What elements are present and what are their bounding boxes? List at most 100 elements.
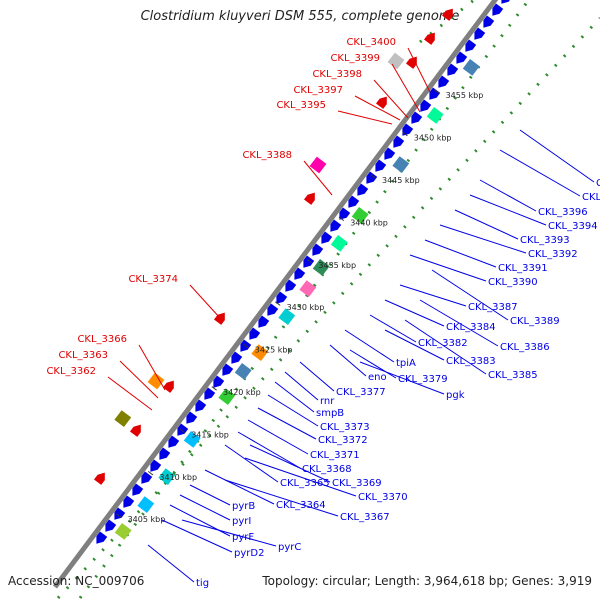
gene-category-block — [351, 206, 369, 224]
leader-line-forward — [189, 284, 221, 319]
gene-label-reverse: CKL_3393 — [520, 235, 570, 246]
tick-label: 3420 kbp — [223, 388, 261, 397]
gene-label-reverse: CKL_3365 — [280, 478, 330, 489]
leader-line-reverse — [179, 494, 231, 521]
gene-label-reverse: CKL_3370 — [358, 492, 408, 503]
leader-line-reverse — [399, 284, 467, 307]
reverse-gene-arrow — [231, 351, 243, 364]
tick-mark — [179, 428, 186, 434]
leader-line-reverse — [431, 269, 509, 321]
reverse-gene-arrow — [276, 291, 288, 304]
leader-line-reverse — [349, 349, 397, 379]
genome-summary-text: Topology: circular; Length: 3,964,618 bp… — [262, 574, 592, 588]
gene-label-reverse: CKL_3379 — [398, 374, 448, 385]
forward-gene-arrow — [214, 312, 225, 325]
gene-label-reverse: pyrI — [232, 516, 251, 527]
leader-line-forward — [337, 110, 393, 125]
forward-gene-arrow — [130, 424, 141, 437]
reverse-gene-arrow — [303, 255, 315, 268]
gene-category-block — [114, 522, 132, 540]
leader-line-reverse — [299, 361, 335, 392]
reverse-gene-arrow — [330, 219, 342, 232]
gene-label-forward: CKL_3398 — [312, 69, 362, 80]
gene-label-reverse: CKL_3373 — [320, 422, 370, 433]
tick-mark — [243, 343, 249, 349]
leader-line-reverse — [257, 407, 317, 440]
gene-label-forward: CKL_3388 — [242, 150, 292, 161]
leader-line-reverse — [247, 419, 309, 455]
gene-label-reverse: CKL_3368 — [302, 464, 352, 475]
reverse-gene-arrow — [267, 303, 279, 316]
reverse-gene-arrow — [222, 363, 234, 376]
leader-line-reverse — [424, 239, 497, 268]
leader-line-forward — [407, 47, 431, 93]
reverse-gene-arrow — [159, 447, 171, 460]
gene-label-reverse: CKL_3377 — [336, 387, 386, 398]
reverse-gene-arrow — [177, 423, 189, 436]
leader-line-reverse — [384, 329, 445, 361]
reverse-gene-arrow — [204, 387, 216, 400]
leader-line-reverse — [249, 444, 331, 483]
gene-label-forward: CKL_3366 — [77, 334, 127, 345]
gene-label-reverse: CKL_3404 — [596, 178, 600, 189]
tick-mark — [338, 216, 345, 222]
reverse-gene-arrow — [384, 147, 396, 160]
reverse-gene-arrow — [402, 123, 414, 136]
reverse-gene-arrow — [321, 231, 333, 244]
tick-label: 3425 kbp — [255, 346, 293, 355]
reverse-gene-arrow — [474, 27, 486, 40]
reverse-gene-arrow — [429, 87, 441, 100]
tick-label: 3410 kbp — [159, 473, 197, 482]
gene-category-block — [309, 156, 327, 174]
leader-line-reverse — [224, 479, 339, 517]
reverse-gene-arrow — [465, 39, 477, 52]
leader-line-reverse — [344, 329, 395, 363]
reverse-gene-arrow — [447, 63, 459, 76]
reverse-gene-arrow — [132, 483, 144, 496]
reverse-gene-arrow — [483, 15, 495, 28]
reverse-gene-arrow — [393, 135, 405, 148]
leader-line-forward — [354, 95, 401, 121]
gene-label-reverse: tpiA — [396, 358, 416, 369]
leader-line-reverse — [274, 381, 315, 413]
gene-label-reverse: pyrB — [232, 501, 255, 512]
tick-label: 3455 kbp — [446, 91, 484, 100]
gene-label-reverse: tig — [196, 578, 209, 589]
gene-category-block — [278, 308, 296, 326]
reverse-gene-arrow — [123, 495, 135, 508]
leader-line-reverse — [169, 504, 231, 537]
tick-mark — [370, 174, 376, 179]
reverse-gene-arrow — [357, 183, 369, 196]
gene-label-forward: CKL_3397 — [293, 85, 343, 96]
gene-label-reverse: smpB — [316, 408, 344, 419]
tick-label: 3405 kbp — [128, 515, 166, 524]
forward-gene-arrow — [304, 192, 315, 205]
gene-category-block — [234, 362, 252, 380]
leader-line-reverse — [161, 519, 233, 553]
leader-line-reverse — [359, 361, 445, 395]
gene-label-reverse: CKL_3401 — [582, 192, 600, 203]
gene-label-reverse: CKL_3369 — [332, 478, 382, 489]
forward-gene-arrow — [424, 32, 435, 45]
gene-label-reverse: CKL_3364 — [276, 500, 326, 511]
gene-label-reverse: CKL_3392 — [528, 249, 578, 260]
reverse-gene-arrow — [186, 411, 198, 424]
reverse-gene-arrow — [366, 171, 378, 184]
leader-line-reverse — [369, 314, 417, 343]
reverse-gene-arrow — [285, 279, 297, 292]
leader-line-reverse — [519, 129, 595, 183]
gene-category-block — [114, 410, 132, 428]
reverse-gene-arrow — [195, 399, 207, 412]
gene-label-forward: CKL_3395 — [276, 100, 326, 111]
reverse-gene-arrow — [114, 507, 126, 520]
leader-line-reverse — [419, 299, 499, 347]
tick-label: 3445 kbp — [382, 176, 420, 185]
gene-category-block — [312, 258, 330, 276]
leader-line-reverse — [147, 544, 195, 583]
gene-label-forward: CKL_3362 — [46, 366, 96, 377]
gene-label-reverse: eno — [368, 372, 387, 383]
tick-mark — [306, 258, 313, 264]
gene-category-block — [330, 234, 348, 252]
